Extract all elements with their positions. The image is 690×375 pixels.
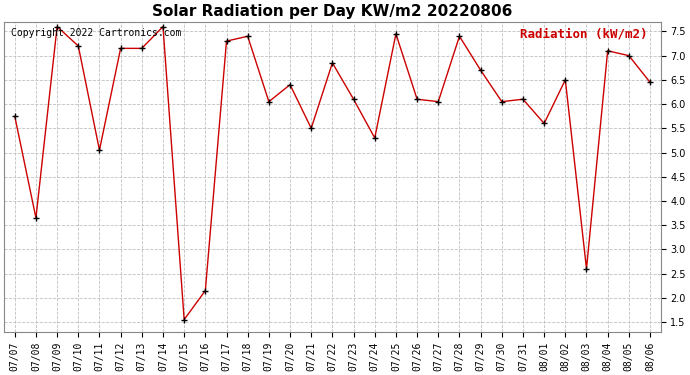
Text: Radiation (kW/m2): Radiation (kW/m2)	[520, 28, 647, 41]
Text: Copyright 2022 Cartronics.com: Copyright 2022 Cartronics.com	[11, 28, 181, 38]
Title: Solar Radiation per Day KW/m2 20220806: Solar Radiation per Day KW/m2 20220806	[152, 4, 513, 19]
